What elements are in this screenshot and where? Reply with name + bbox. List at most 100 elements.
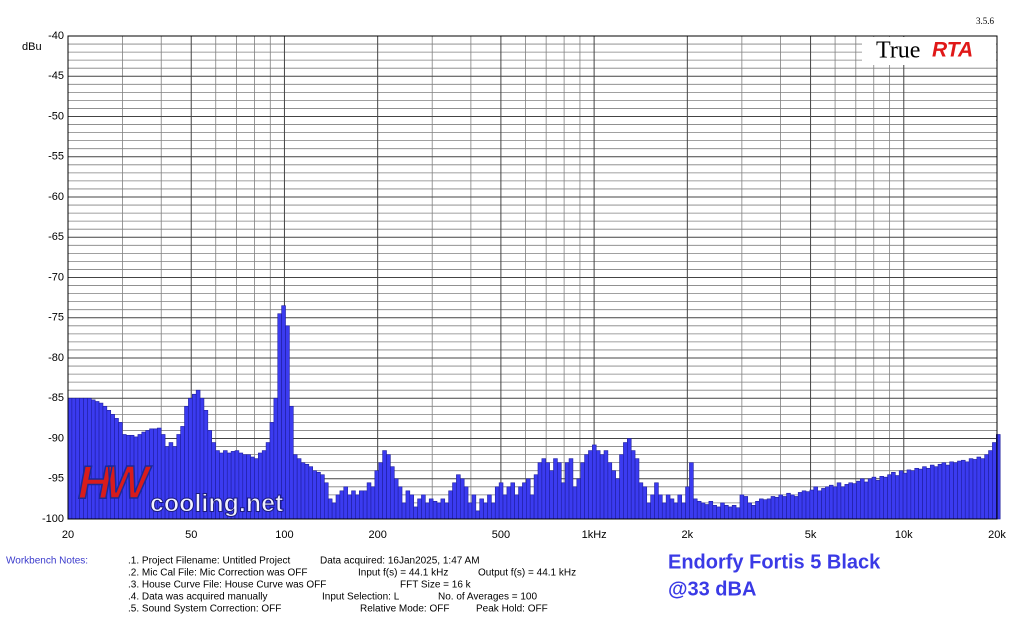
bar: [696, 500, 702, 520]
notes: Workbench Notes: .1. Project Filename: U…: [6, 556, 576, 615]
bar: [502, 494, 508, 520]
bar: [728, 506, 733, 520]
bar: [770, 496, 776, 520]
bar: [782, 496, 787, 520]
bar: [580, 462, 585, 520]
bar: [526, 478, 531, 520]
bar: [755, 500, 760, 520]
bar: [452, 482, 457, 520]
bar: [743, 496, 749, 520]
bar: [518, 486, 523, 520]
bar: [304, 463, 310, 520]
bar: [875, 480, 881, 520]
y-tick-label: -70: [48, 271, 64, 283]
bar: [277, 313, 282, 520]
bar: [425, 502, 430, 520]
bar: [708, 500, 714, 520]
bar: [821, 488, 826, 520]
note: .1. Project Filename: Untitled Project: [128, 556, 291, 567]
bar: [840, 486, 846, 520]
version: 3.5.6: [976, 16, 995, 26]
logo-true: True: [876, 38, 920, 64]
bar: [984, 454, 989, 520]
bar: [677, 494, 682, 520]
watermark-logo: HW: [78, 456, 152, 508]
bar: [71, 397, 77, 520]
bar: [67, 397, 73, 520]
bar: [312, 470, 317, 520]
bar: [658, 494, 663, 520]
bar: [852, 483, 857, 520]
y-tick-label: -65: [48, 231, 64, 243]
bar: [646, 502, 651, 520]
bar: [444, 502, 449, 520]
bar: [918, 468, 923, 520]
note: Input Selection: L: [322, 592, 400, 603]
bar: [759, 498, 764, 520]
bar: [588, 450, 593, 520]
bar: [964, 461, 970, 520]
bar: [716, 506, 721, 520]
bar: [370, 486, 376, 520]
plot-frame: [67, 35, 998, 520]
bar: [790, 494, 795, 520]
bar: [560, 482, 566, 520]
bar: [611, 470, 616, 520]
y-tick-label: -100: [42, 513, 64, 525]
bar: [891, 472, 896, 520]
bar: [572, 486, 578, 520]
bar: [576, 478, 582, 520]
bar: [805, 491, 811, 520]
x-tick-label: 100: [275, 529, 293, 541]
bar: [145, 430, 150, 520]
bar: [856, 480, 861, 520]
bar: [774, 496, 780, 520]
bar: [844, 484, 850, 520]
bar: [961, 459, 966, 520]
bar: [887, 474, 892, 520]
bar: [623, 442, 628, 520]
note: Output f(s) = 44.1 kHz: [478, 568, 576, 579]
bar: [510, 482, 515, 520]
bar: [848, 482, 853, 520]
bar: [685, 486, 690, 520]
bar: [359, 490, 364, 520]
bar: [945, 464, 950, 520]
bar: [401, 502, 407, 520]
bar: [972, 459, 978, 520]
bar: [549, 470, 554, 520]
bar: [712, 505, 717, 520]
bar: [343, 486, 348, 520]
bar: [599, 454, 605, 520]
bar: [347, 494, 352, 520]
bar: [933, 466, 939, 520]
bar: [553, 458, 558, 520]
bar: [607, 462, 613, 520]
x-tick-label: 500: [492, 529, 510, 541]
y-tick-label: -60: [48, 191, 64, 203]
bar: [491, 502, 496, 520]
bar: [355, 494, 360, 520]
y-tick-label: -95: [48, 473, 64, 485]
bar: [545, 462, 550, 520]
bar: [871, 476, 877, 520]
bar: [362, 490, 368, 520]
notes-label: Workbench Notes:: [6, 556, 88, 567]
watermark-text: cooling.net: [150, 490, 284, 518]
bar: [673, 502, 679, 520]
y-tick-label: -75: [48, 312, 64, 324]
bar: [902, 472, 908, 520]
bar: [895, 475, 900, 520]
bar: [483, 502, 488, 520]
bar: [654, 482, 659, 520]
bar: [382, 450, 387, 520]
bar: [487, 494, 492, 520]
bar: [735, 507, 741, 520]
bar: [860, 478, 865, 520]
bar: [366, 482, 372, 520]
x-tick-label: 2k: [682, 529, 694, 541]
x-tick-label: 10k: [895, 529, 913, 541]
note: No. of Averages = 100: [438, 592, 537, 603]
bar: [409, 494, 414, 520]
